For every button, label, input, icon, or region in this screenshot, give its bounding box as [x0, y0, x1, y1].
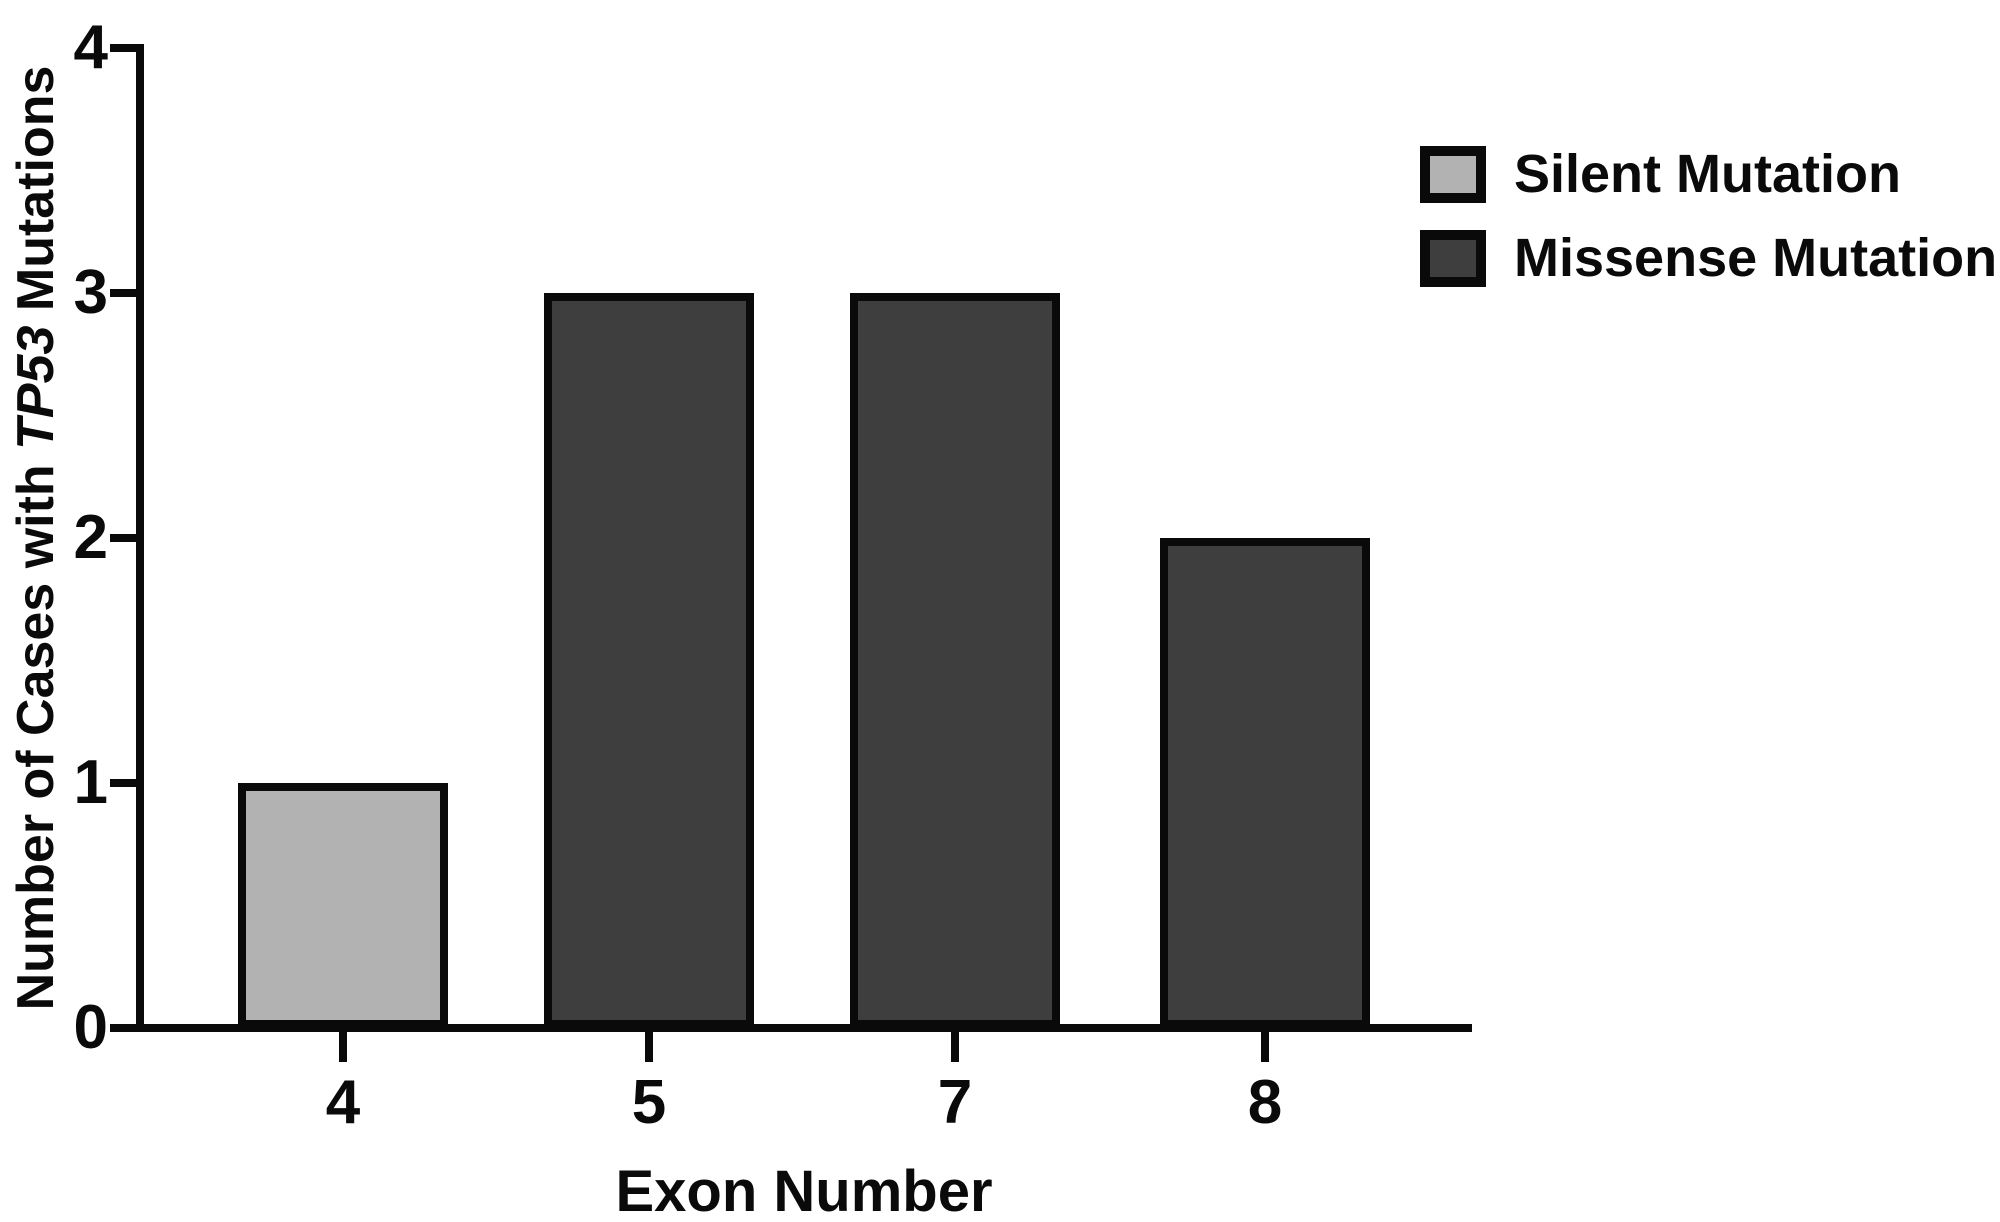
y-tick-label-0: 0 [73, 993, 108, 1062]
x-tick-label-7: 7 [937, 1068, 973, 1137]
bar-exon-7 [850, 293, 1060, 1028]
y-tick-label-1: 1 [73, 748, 108, 817]
x-tick-label-5: 5 [631, 1068, 667, 1137]
y-tick-mark-0 [110, 1024, 137, 1032]
y-axis-title-gene-italic: TP53 [7, 325, 65, 450]
legend: Silent Mutation Missense Mutation [1420, 146, 1997, 314]
legend-swatch-silent [1420, 146, 1486, 203]
bar-exon-4 [238, 783, 448, 1028]
legend-label-silent: Silent Mutation [1514, 144, 1901, 204]
y-tick-label-4: 4 [73, 13, 108, 82]
y-tick-mark-2 [110, 534, 137, 542]
x-axis-title: Exon Number [615, 1159, 993, 1222]
y-tick-label-3: 3 [73, 258, 108, 327]
x-tick-label-4: 4 [325, 1068, 361, 1137]
x-tick-mark-5 [645, 1032, 653, 1062]
y-tick-mark-3 [110, 289, 137, 297]
x-tick-mark-7 [951, 1032, 959, 1062]
legend-item-silent-mutation: Silent Mutation [1420, 146, 1997, 203]
bar-exon-8 [1160, 538, 1370, 1028]
x-axis-line [136, 1024, 1472, 1032]
legend-label-missense: Missense Mutation [1514, 228, 1998, 288]
x-tick-mark-4 [339, 1032, 347, 1062]
x-tick-mark-8 [1261, 1032, 1269, 1062]
legend-swatch-missense [1420, 230, 1486, 287]
y-tick-label-2: 2 [73, 503, 108, 572]
y-tick-mark-1 [110, 779, 137, 787]
x-tick-label-8: 8 [1247, 1068, 1283, 1137]
bar-exon-5 [544, 293, 754, 1028]
legend-item-missense-mutation: Missense Mutation [1420, 230, 1997, 287]
y-tick-mark-4 [110, 44, 137, 52]
y-axis-line [136, 44, 144, 1032]
